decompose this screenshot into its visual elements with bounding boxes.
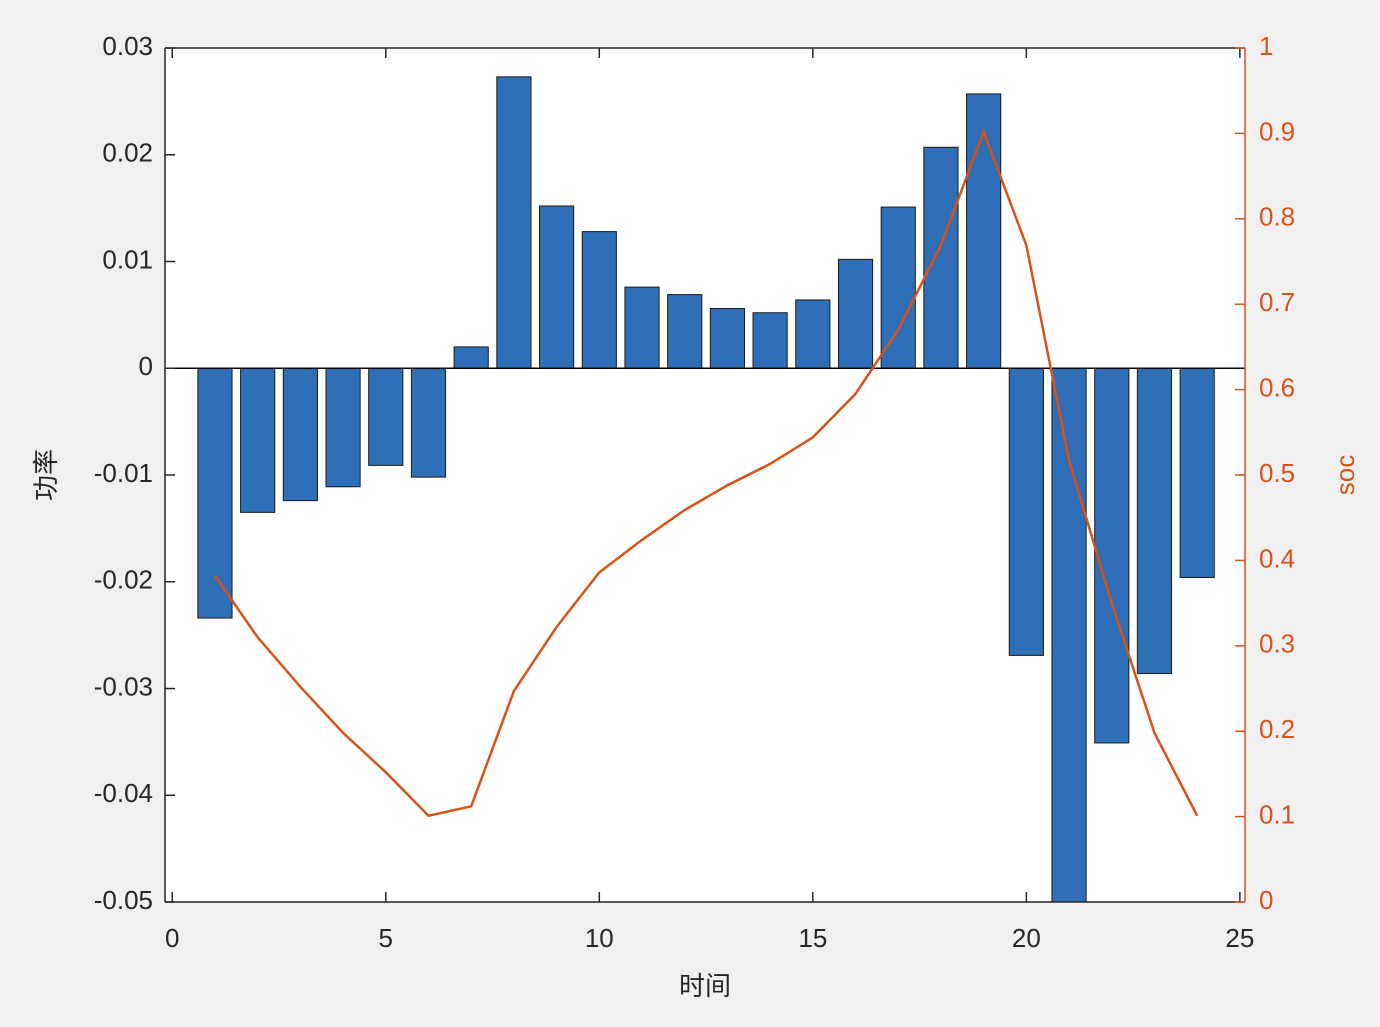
bar [624,286,660,369]
bar [496,76,532,369]
y-tick-label: -0.05 [94,885,153,915]
bar [325,367,361,488]
y2-tick-label: 0.3 [1259,629,1295,659]
x-tick-label: 20 [1012,923,1041,953]
bar [410,367,447,478]
y2-tick-label: 0.2 [1259,714,1295,744]
y2-tick-label: 0.8 [1259,202,1295,232]
bar [453,346,489,369]
y-tick-label: -0.02 [94,565,153,595]
y2-tick-label: 0 [1259,885,1273,915]
y-tick-label: 0.01 [102,244,153,274]
y-tick-label: 0 [139,351,153,381]
bar [966,93,1002,369]
y2-tick-label: 0.1 [1259,799,1295,829]
y2-tick-label: 0.7 [1259,287,1295,317]
x-tick-label: 25 [1225,923,1254,953]
bar [837,258,874,369]
bar [1179,367,1215,578]
bar [1136,367,1173,675]
bar [923,146,959,369]
bar [795,299,831,369]
y2-axis-label: soc [1330,455,1360,495]
y-tick-label: 0.03 [102,31,153,61]
bar [282,367,318,502]
bar [1008,367,1044,656]
y-tick-label: 0.02 [102,138,153,168]
y-tick-label: -0.04 [94,778,153,808]
y-tick-label: -0.03 [94,671,153,701]
y2-tick-label: 0.5 [1259,458,1295,488]
bar [1051,367,1087,902]
bar [581,231,617,369]
y2-tick-label: 1 [1259,31,1273,61]
bar [368,367,404,466]
x-tick-label: 5 [379,923,393,953]
soc-line [213,128,1199,818]
x-axis-label: 时间 [679,971,731,1001]
y2-tick-label: 0.4 [1259,543,1295,573]
bar [1094,367,1130,744]
bar [880,206,916,369]
x-tick-label: 10 [585,923,614,953]
x-tick-label: 0 [165,923,179,953]
bar [539,205,575,369]
bar [240,367,276,513]
y-tick-label: -0.01 [94,458,153,488]
bar [752,312,788,369]
y2-tick-label: 0.6 [1259,372,1295,402]
bar [709,307,746,369]
bar [197,367,233,619]
bar [667,294,703,369]
y-axis-label: 功率 [31,449,61,501]
y2-tick-label: 0.9 [1259,116,1295,146]
x-tick-label: 15 [798,923,827,953]
